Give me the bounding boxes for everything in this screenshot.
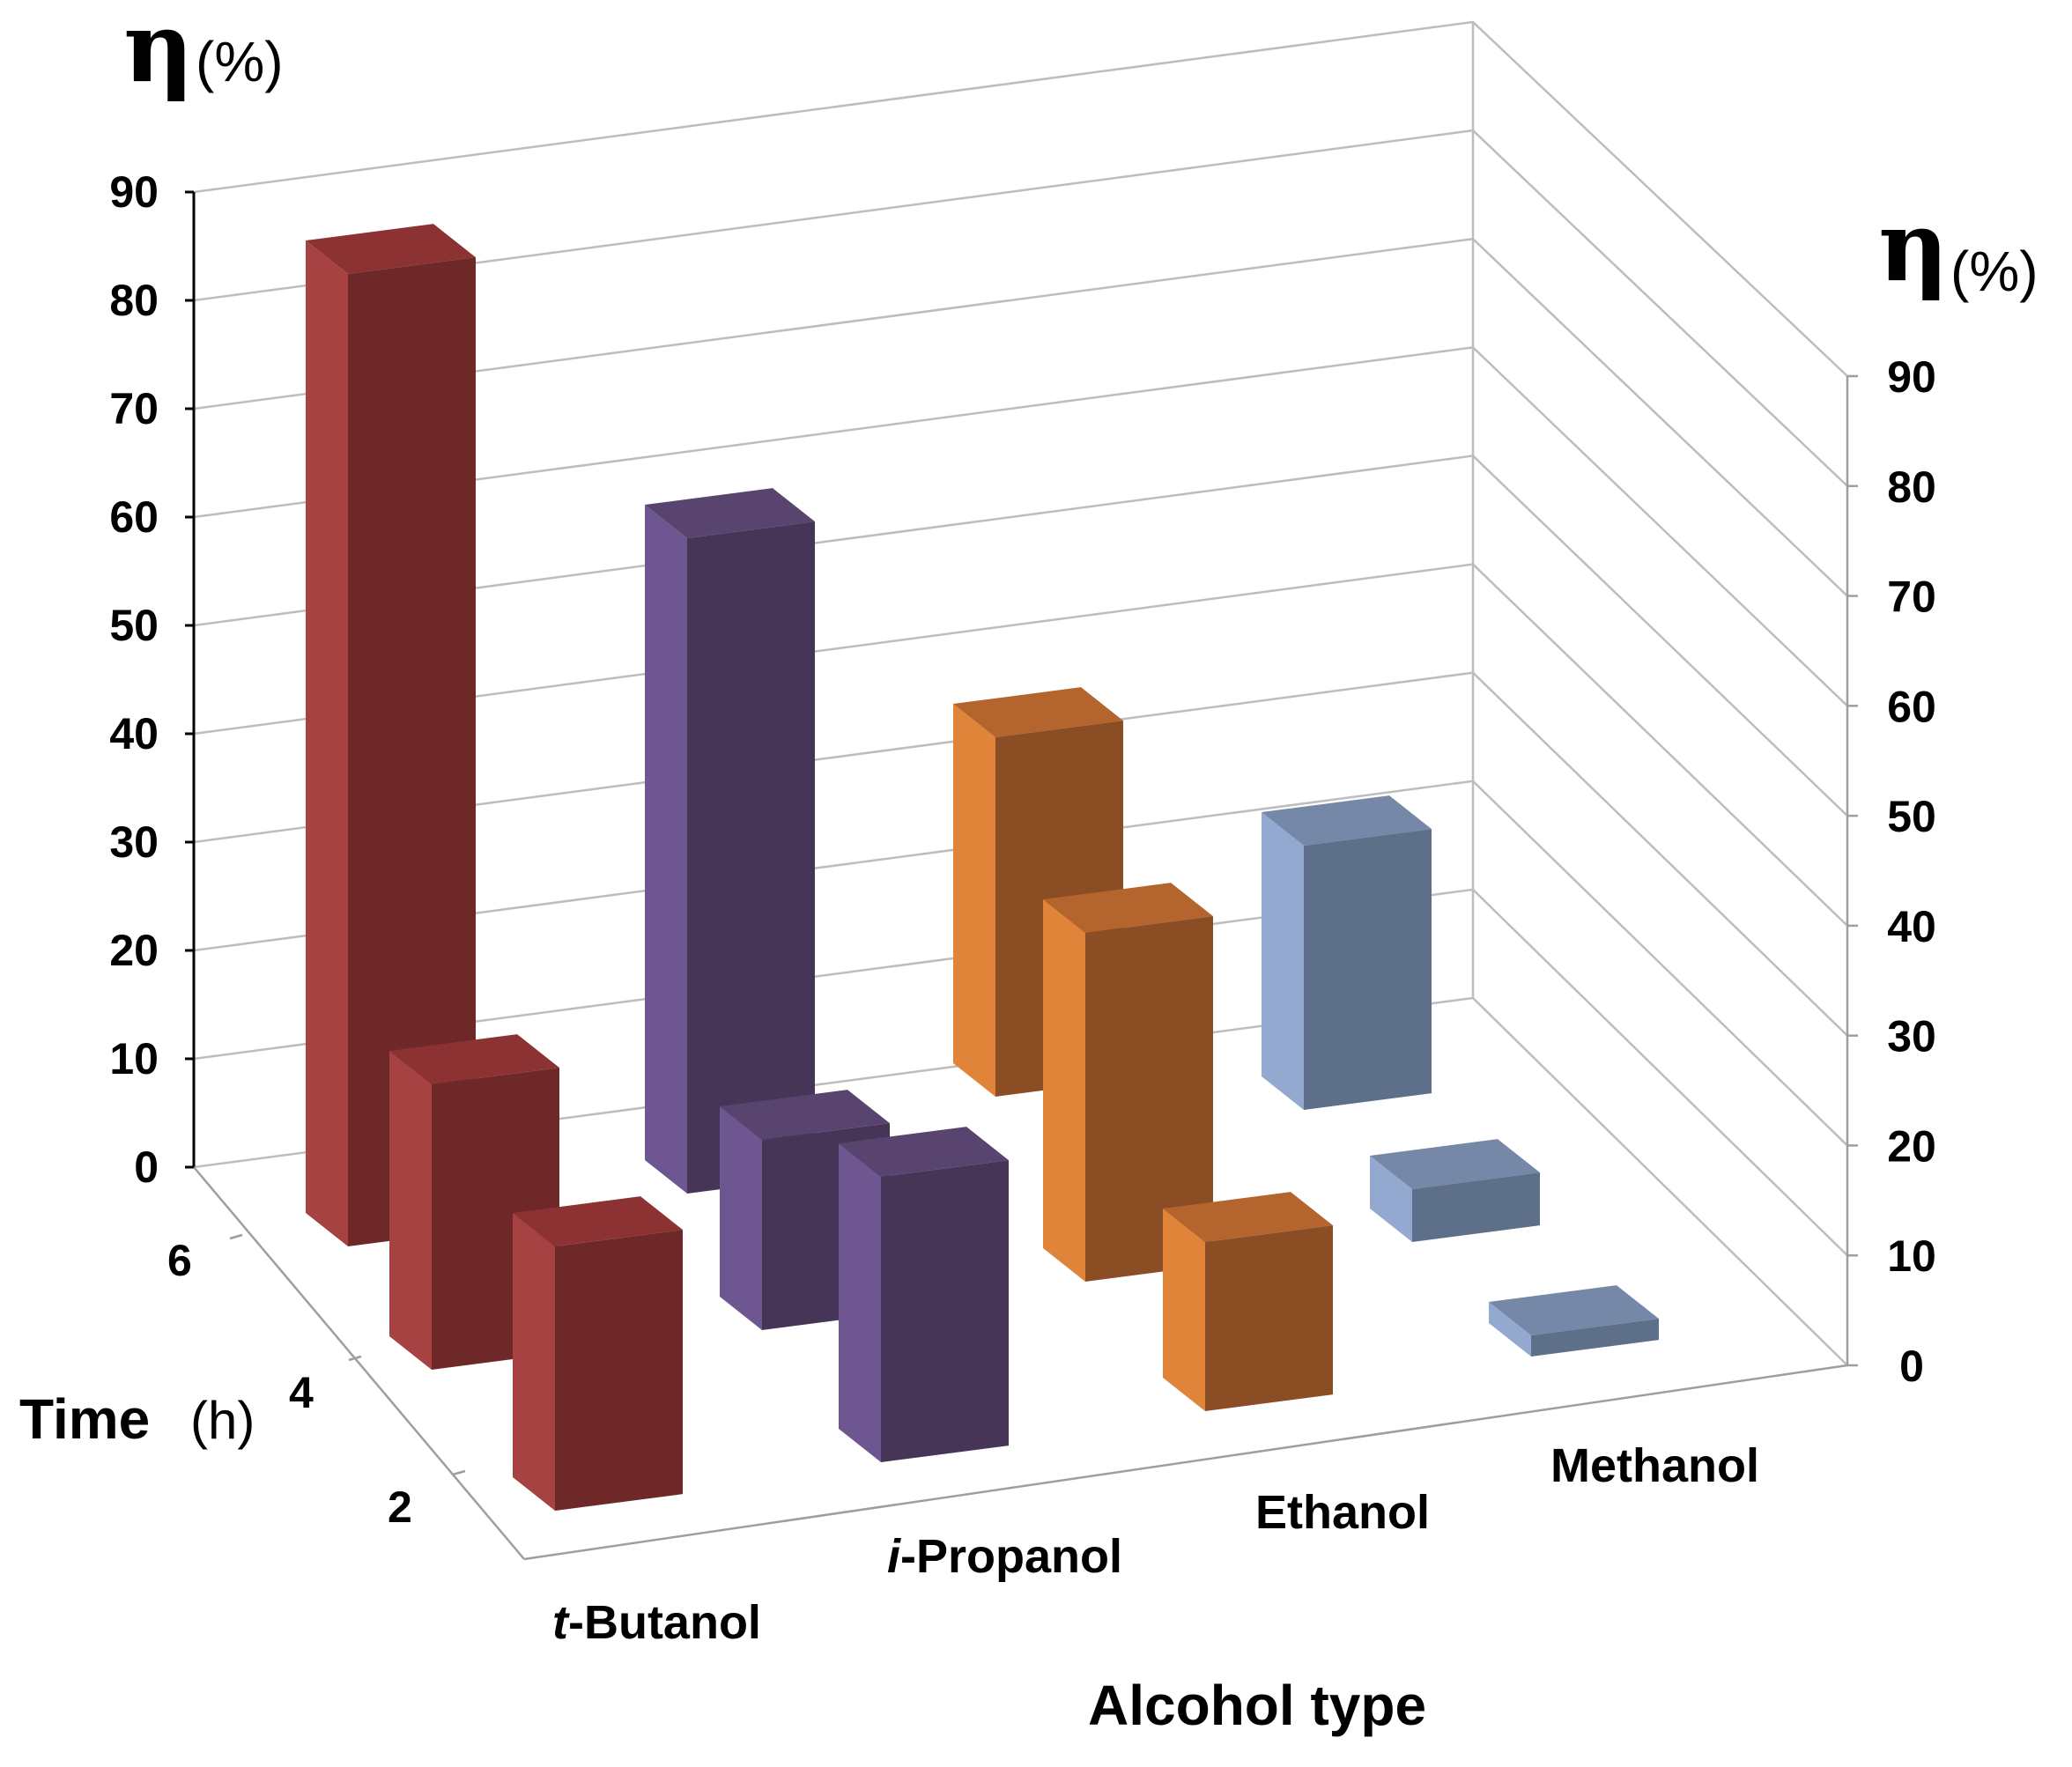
bar-top-face xyxy=(1489,1285,1659,1335)
z-axis-title-left-unit: (%) xyxy=(196,30,284,93)
category-label-methanol: Methanol xyxy=(1550,1439,1759,1492)
bar-side-face xyxy=(513,1213,555,1511)
bar-front-face xyxy=(1205,1225,1333,1411)
bar-front-face xyxy=(1531,1319,1659,1357)
time-tick-4: 4 xyxy=(289,1368,314,1417)
bar-front-face xyxy=(555,1230,683,1511)
bar-front-face xyxy=(881,1160,1009,1462)
bar-side-face xyxy=(1370,1156,1412,1242)
bar-top-face xyxy=(1163,1192,1333,1242)
z-tick-label-right-0: 0 xyxy=(1899,1342,1924,1391)
y-axis-title: Time xyxy=(19,1387,150,1451)
bar-top-face xyxy=(1262,795,1432,846)
z-tick-label-right-50: 50 xyxy=(1887,792,1936,841)
bar-front-face xyxy=(687,521,815,1194)
bar-side-face xyxy=(953,704,995,1097)
category-label-t-butanol: t-Butanol xyxy=(552,1596,761,1649)
bar-side-face xyxy=(1489,1302,1531,1357)
z-tick-label-left-40: 40 xyxy=(109,709,159,758)
z-axis-title-left-eta: η xyxy=(123,0,194,104)
x-axis-title: Alcohol type xyxy=(1088,1674,1426,1737)
z-tick-label-right-80: 80 xyxy=(1887,462,1936,512)
bar-front-face xyxy=(1085,916,1213,1282)
time-tick-2: 2 xyxy=(388,1482,412,1532)
bar-2h-tbutanol xyxy=(513,1196,683,1511)
bar-side-face xyxy=(1163,1209,1205,1411)
chart-gridlines xyxy=(193,20,1848,1366)
chart-labels: η (%) η (%) Time (h) Alcohol type t-Buta… xyxy=(19,0,2039,1737)
bar-side-face xyxy=(1043,899,1085,1282)
z-tick-label-left-50: 50 xyxy=(109,601,159,650)
bar-6h-methanol xyxy=(1262,795,1432,1110)
bar-side-face xyxy=(839,1143,881,1462)
z-tick-label-left-30: 30 xyxy=(109,817,159,867)
z-tick-label-left-20: 20 xyxy=(109,926,159,975)
bar-side-face xyxy=(1262,812,1304,1110)
bar-front-face xyxy=(1304,829,1432,1110)
bar-2h-ipropanol xyxy=(839,1127,1009,1462)
bar-top-face xyxy=(1043,883,1213,933)
category-label-i-propanol: i-Propanol xyxy=(887,1530,1122,1583)
time-tick-6: 6 xyxy=(167,1236,192,1285)
time-tick-mark-1 xyxy=(348,1355,362,1362)
z-tick-label-right-70: 70 xyxy=(1887,573,1936,622)
z-tick-label-left-90: 90 xyxy=(109,167,159,217)
bar-top-face xyxy=(720,1090,890,1140)
bar-2h-ethanol xyxy=(1163,1192,1333,1411)
bar-side-face xyxy=(645,505,687,1194)
z-tick-label-left-80: 80 xyxy=(109,276,159,325)
bar-front-face xyxy=(348,257,476,1246)
z-tick-label-right-20: 20 xyxy=(1887,1121,1936,1171)
chart-bars xyxy=(306,224,1659,1511)
bar-top-face xyxy=(513,1196,683,1246)
z-tick-label-left-0: 0 xyxy=(134,1142,159,1192)
bar-2h-methanol xyxy=(1489,1285,1659,1357)
z-axis-title-right-eta: η xyxy=(1878,189,1949,303)
z-tick-label-right-30: 30 xyxy=(1887,1012,1936,1061)
time-tick-mark-2 xyxy=(452,1469,466,1476)
z-tick-label-right-90: 90 xyxy=(1887,352,1936,402)
bar-top-face xyxy=(1370,1139,1540,1189)
category-label-ethanol: Ethanol xyxy=(1255,1486,1430,1539)
z-tick-label-left-70: 70 xyxy=(109,384,159,433)
bar-top-face xyxy=(953,687,1123,737)
z-tick-label-right-40: 40 xyxy=(1887,902,1936,951)
bar-top-face xyxy=(645,488,815,538)
z-tick-label-right-60: 60 xyxy=(1887,682,1936,731)
bar-6h-tbutanol xyxy=(306,224,476,1246)
z-tick-label-left-60: 60 xyxy=(109,492,159,542)
bar-top-face xyxy=(839,1127,1009,1177)
z-axis-title-right-unit: (%) xyxy=(1950,240,2039,303)
y-axis-unit: (h) xyxy=(190,1391,255,1450)
time-tick-mark-0 xyxy=(229,1233,243,1240)
bar-6h-ipropanol xyxy=(645,488,815,1194)
bar-side-face xyxy=(720,1106,762,1330)
chart-axes: 0 10 20 30 40 50 60 70 80 90 0 10 20 30 40 50 60 70 80 90 xyxy=(109,167,1936,1561)
bar-side-face xyxy=(389,1051,432,1370)
bar-top-face xyxy=(306,224,476,274)
bar-top-face xyxy=(389,1034,559,1084)
front-floor-edge xyxy=(523,1364,1848,1561)
depth-axis xyxy=(193,1166,525,1560)
z-tick-label-right-10: 10 xyxy=(1887,1231,1936,1281)
bar-front-face xyxy=(1412,1172,1540,1242)
bar-4h-ethanol xyxy=(1043,883,1213,1282)
bar-side-face xyxy=(306,240,348,1246)
bar-4h-methanol xyxy=(1370,1139,1540,1242)
z-tick-label-left-10: 10 xyxy=(109,1034,159,1083)
